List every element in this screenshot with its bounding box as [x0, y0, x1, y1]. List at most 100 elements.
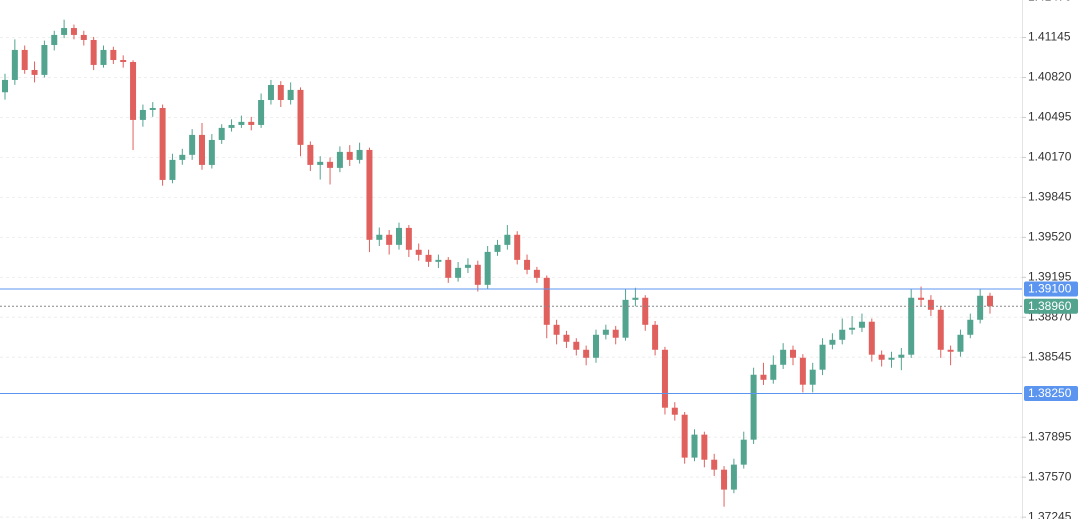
- candle-body: [455, 267, 462, 278]
- candle-body: [386, 234, 393, 245]
- candle-body: [681, 414, 688, 458]
- candle-body: [396, 227, 402, 245]
- candle-body: [248, 121, 255, 125]
- y-tick-label: 1.37245: [1028, 509, 1072, 519]
- candle-body: [701, 434, 708, 460]
- candle-body: [987, 295, 993, 307]
- y-tick-label: 1.40495: [1028, 110, 1072, 124]
- candle-body: [878, 354, 885, 360]
- candle-body: [849, 327, 856, 330]
- candle-body: [484, 251, 491, 285]
- price-level-label: 1.38250: [1028, 386, 1072, 400]
- candle-body: [228, 124, 235, 128]
- price-level-label: 1.39100: [1028, 282, 1072, 296]
- candle-body: [652, 324, 659, 350]
- candle-body: [868, 321, 875, 355]
- candle-body: [760, 374, 767, 380]
- candle-body: [524, 259, 531, 270]
- y-tick-label: 1.41145: [1028, 30, 1071, 44]
- candle-body: [898, 354, 905, 358]
- candle-body: [977, 295, 984, 320]
- candle-body: [41, 45, 48, 75]
- y-tick-label: 1.41470: [1028, 0, 1072, 4]
- candle-body: [405, 227, 412, 250]
- candle-body: [691, 434, 698, 458]
- candle-body: [51, 34, 58, 46]
- candle-body: [553, 324, 560, 335]
- candle-body: [130, 61, 137, 120]
- candle-body: [179, 154, 186, 160]
- candle-body: [721, 469, 728, 490]
- candle-body: [70, 28, 77, 35]
- candle-body: [947, 349, 954, 352]
- candle-body: [632, 297, 639, 300]
- candle-body: [661, 349, 668, 408]
- candle-body: [189, 134, 196, 155]
- candle-body: [31, 69, 38, 75]
- candle-body: [583, 349, 590, 358]
- candle-body: [425, 254, 432, 262]
- candle-body: [80, 34, 87, 40]
- candle-body: [504, 234, 511, 245]
- candle-body: [533, 269, 540, 278]
- candle-body: [918, 297, 925, 300]
- y-tick-label: 1.39845: [1028, 190, 1072, 204]
- candle-body: [435, 259, 442, 262]
- y-tick-label: 1.37570: [1028, 469, 1072, 483]
- candle-body: [376, 234, 383, 240]
- candle-body: [494, 244, 501, 252]
- candle-body: [317, 161, 324, 165]
- candle-body: [474, 264, 481, 285]
- y-tick-label: 1.39520: [1028, 230, 1072, 244]
- candle-body: [238, 121, 245, 125]
- candle-body: [267, 84, 274, 100]
- candle-body: [967, 319, 974, 335]
- candle-body: [799, 357, 806, 385]
- candle-body: [612, 329, 619, 338]
- candle-body: [770, 364, 777, 380]
- candle-body: [819, 344, 826, 370]
- candle-body: [11, 49, 18, 80]
- y-tick-label: 1.37895: [1028, 429, 1072, 443]
- candle-body: [790, 349, 796, 358]
- y-tick-label: 1.38545: [1028, 349, 1072, 363]
- candle-body: [445, 259, 452, 278]
- candle-body: [730, 464, 737, 490]
- candle-body: [21, 49, 28, 70]
- candle-body: [415, 249, 422, 255]
- candle-body: [218, 127, 225, 140]
- candle-body: [839, 329, 846, 340]
- candle-body: [287, 89, 294, 100]
- candle-body: [208, 139, 215, 165]
- candle-body: [336, 151, 343, 168]
- candle-body: [258, 99, 265, 125]
- candle-body: [780, 349, 787, 365]
- candle-body: [927, 299, 934, 310]
- candle-body: [711, 459, 718, 470]
- candle-body: [356, 149, 363, 160]
- y-tick-label: 1.40820: [1028, 70, 1072, 84]
- candle-body: [277, 84, 284, 100]
- y-tick-label: 1.40170: [1028, 150, 1072, 164]
- candle-body: [750, 374, 757, 440]
- candle-body: [937, 309, 944, 350]
- candle-body: [346, 151, 353, 160]
- candle-body: [307, 144, 314, 165]
- candle-body: [957, 334, 964, 352]
- candle-body: [888, 357, 895, 360]
- candle-body: [100, 49, 107, 65]
- candle-body: [671, 407, 678, 415]
- price-level-label: 1.38960: [1028, 299, 1072, 313]
- candle-body: [149, 107, 156, 110]
- candle-body: [602, 329, 609, 335]
- candle-body: [61, 28, 68, 35]
- candle-body: [563, 334, 570, 342]
- candle-body: [573, 341, 580, 350]
- candle-body: [858, 321, 865, 328]
- candle-body: [543, 277, 550, 325]
- candle-body: [169, 159, 176, 180]
- candle-body: [139, 109, 146, 120]
- candle-body: [327, 161, 334, 168]
- candle-body: [642, 297, 649, 325]
